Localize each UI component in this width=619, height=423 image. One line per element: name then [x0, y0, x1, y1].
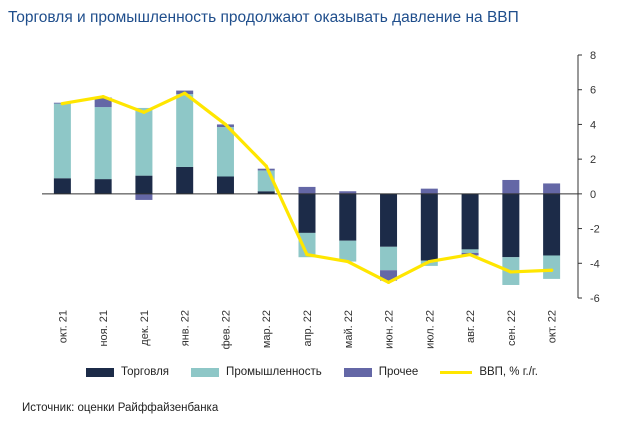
bar-trade [380, 193, 398, 247]
bar-trade [176, 166, 194, 194]
gdp-point [386, 280, 391, 284]
x-axis-labels: окт. 21 ноя. 21 дек. 21 янв. 22 фев. 22 мар. … [57, 310, 558, 349]
bar-trade [461, 193, 479, 250]
bar-other [94, 97, 112, 108]
x-tick-label: окт. 22 [547, 310, 559, 343]
x-tick-label: апр. 22 [302, 310, 314, 347]
gdp-point [509, 270, 513, 274]
x-tick-label: мар. 22 [261, 310, 273, 348]
bar-other [298, 186, 316, 194]
bar-trade [216, 176, 234, 194]
x-tick-label: дек. 21 [139, 310, 151, 346]
bar-industry [94, 107, 112, 180]
y-tick-label: -4 [590, 258, 600, 270]
legend-item-industry: Промышленность [191, 366, 322, 378]
bar-industry [543, 255, 561, 279]
bar-trade [94, 179, 112, 194]
bar-trade [502, 193, 520, 258]
legend-swatch-gdp [440, 370, 473, 374]
bar-trade [53, 178, 71, 194]
bar-industry [380, 246, 398, 271]
bar-industry [216, 127, 234, 177]
bar-trade [420, 193, 438, 261]
gdp-point [550, 268, 554, 272]
gdp-point [142, 110, 146, 114]
legend-item-other: Прочее [343, 366, 419, 378]
bar-industry [461, 249, 479, 253]
gdp-point [60, 102, 64, 106]
y-tick-label: 4 [590, 119, 596, 131]
x-tick-label: май. 22 [343, 310, 355, 348]
y-tick-label: 2 [590, 154, 596, 166]
x-tick-label: июн. 22 [384, 310, 396, 349]
y-axis: 8 6 4 2 0 -2 -4 -6 [577, 50, 600, 305]
gdp-point [427, 259, 431, 264]
gdp-line-layer [60, 91, 554, 284]
legend-label-industry: Промышленность [226, 366, 322, 378]
gdp-point [223, 122, 228, 127]
x-tick-label: янв. 22 [180, 310, 192, 346]
gdp-point [346, 259, 350, 264]
gdp-point [183, 91, 187, 95]
bar-other [135, 193, 153, 200]
x-tick-label: ноя. 21 [98, 310, 110, 347]
y-tick-label: -2 [590, 224, 600, 236]
bar-trade [298, 193, 316, 233]
x-tick-label: сен. 22 [506, 310, 518, 346]
bar-industry [339, 240, 357, 262]
bar-other [543, 183, 561, 194]
bar-other [380, 270, 398, 281]
bar-industry [176, 94, 194, 167]
gdp-point [305, 253, 309, 257]
legend-item-gdp: ВВП, % г./г. [440, 366, 538, 378]
y-tick-label: 0 [590, 189, 596, 201]
bar-trade [339, 193, 357, 241]
x-tick-label: окт. 21 [57, 310, 69, 343]
y-tick-label: 6 [590, 85, 596, 97]
bar-other [339, 191, 357, 194]
legend: Торговля Промышленность Прочее ВВП, % г.… [86, 366, 560, 378]
legend-swatch-other [343, 367, 372, 377]
x-tick-label: фев. 22 [220, 310, 232, 349]
gdp-point [101, 95, 105, 99]
legend-item-trade: Торговля [86, 366, 169, 378]
source-note: Источник: оценки Райффайзенбанка [22, 402, 219, 414]
chart-title: Торговля и промышленность продолжают ока… [8, 9, 519, 26]
legend-label-gdp: ВВП, % г./г. [479, 366, 538, 378]
bar-trade [257, 191, 275, 194]
legend-swatch-trade [86, 367, 114, 377]
bar-other [420, 188, 438, 194]
legend-swatch-industry [191, 367, 220, 377]
bar-trade [543, 193, 561, 256]
bar-industry [298, 232, 316, 258]
bar-industry [135, 107, 153, 176]
bar-trade [135, 175, 153, 194]
legend-label-other: Прочее [378, 366, 419, 378]
legend-label-trade: Торговля [121, 366, 170, 378]
y-tick-label: -6 [590, 293, 600, 305]
bar-other [502, 179, 520, 194]
x-tick-label: авг. 22 [465, 310, 477, 343]
x-tick-label: июл. 22 [424, 310, 436, 349]
gdp-point [264, 164, 268, 168]
y-tick-label: 8 [590, 50, 596, 62]
bar-industry [53, 103, 71, 179]
gdp-point [468, 253, 472, 257]
